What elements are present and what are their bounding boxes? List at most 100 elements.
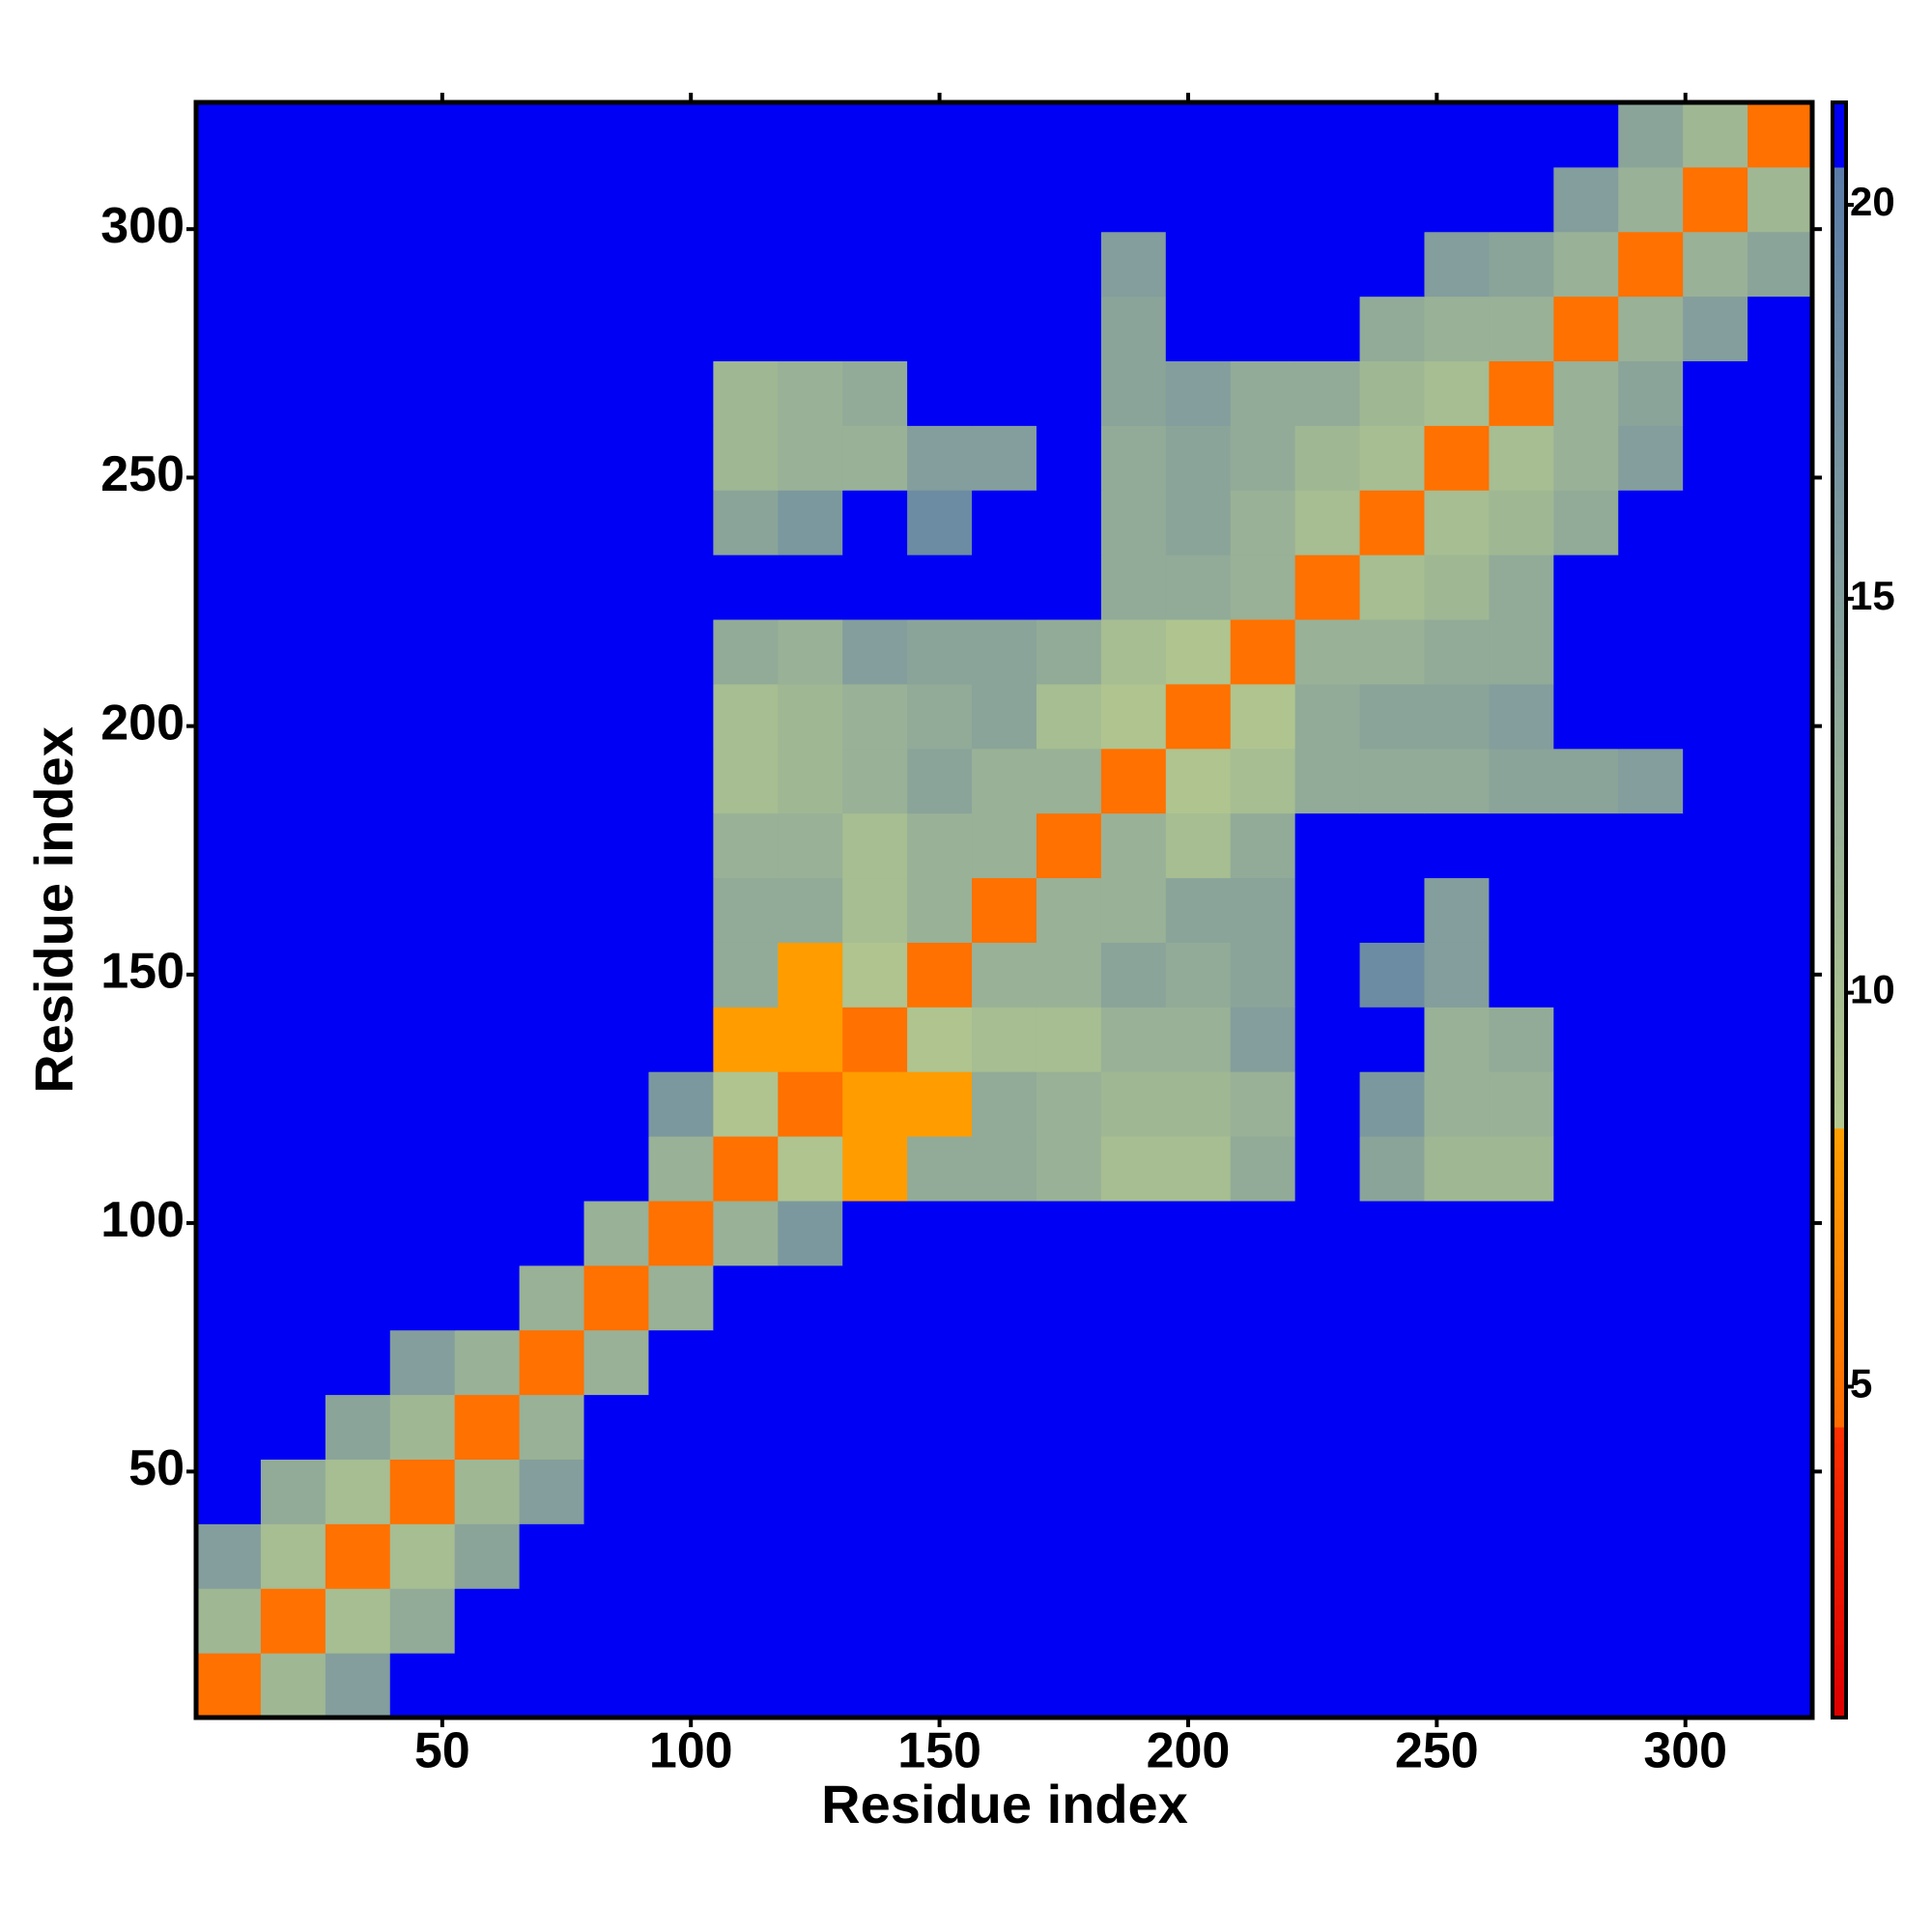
heatmap-cell xyxy=(454,490,521,555)
heatmap-cell xyxy=(325,748,391,814)
heatmap-cell xyxy=(842,166,908,233)
colorbar-stripe xyxy=(1833,1466,1846,1476)
heatmap-cell xyxy=(325,1394,391,1460)
heatmap-cell xyxy=(260,748,327,814)
y-tick-label: 200 xyxy=(100,695,185,751)
heatmap-cell xyxy=(972,1071,1037,1137)
heatmap-cell xyxy=(1359,1653,1425,1719)
heatmap-cell xyxy=(196,1264,262,1331)
colorbar-stripe xyxy=(1833,1636,1846,1646)
colorbar-stripe xyxy=(1833,692,1846,701)
heatmap-cell xyxy=(1553,425,1619,491)
heatmap-cell xyxy=(1683,683,1748,750)
heatmap-cell xyxy=(583,1523,649,1589)
heatmap-cell xyxy=(713,942,779,1008)
heatmap-cell xyxy=(1618,1136,1684,1202)
heatmap-cell xyxy=(972,1523,1037,1589)
heatmap-cell xyxy=(1359,425,1425,491)
heatmap-cell xyxy=(1359,619,1425,685)
colorbar-stripe xyxy=(1833,1023,1846,1032)
colorbar-stripe xyxy=(1833,255,1846,265)
heatmap-cell xyxy=(196,1588,262,1654)
heatmap-cell xyxy=(1165,1588,1232,1654)
heatmap-cell xyxy=(1747,812,1813,879)
colorbar-stripe xyxy=(1833,377,1846,386)
colorbar-stripe xyxy=(1833,853,1846,863)
heatmap-cell xyxy=(1553,1200,1619,1266)
colorbar-stripe xyxy=(1833,1103,1846,1113)
heatmap-cell xyxy=(196,1136,262,1202)
heatmap-cell xyxy=(1165,554,1232,620)
heatmap-cell xyxy=(1683,1653,1748,1719)
heatmap-cell xyxy=(1489,1329,1554,1396)
heatmap-cell xyxy=(1747,1007,1813,1072)
colorbar-stripe xyxy=(1833,756,1846,766)
heatmap-cell xyxy=(1294,1071,1361,1137)
heatmap-cell xyxy=(713,296,779,362)
heatmap-cell xyxy=(1683,231,1748,298)
heatmap-cell xyxy=(196,231,262,298)
heatmap-cell xyxy=(1036,1264,1102,1331)
colorbar-stripe xyxy=(1833,158,1846,168)
heatmap-cell xyxy=(1553,812,1619,879)
colorbar-stripe xyxy=(1833,1523,1846,1533)
heatmap-cell xyxy=(778,231,843,298)
heatmap-cell xyxy=(389,360,456,426)
heatmap-cell xyxy=(1683,360,1748,426)
heatmap-cell xyxy=(1618,1071,1684,1137)
colorbar-stripe xyxy=(1833,901,1846,911)
heatmap-cell xyxy=(454,1653,521,1719)
colorbar-stripe xyxy=(1833,1168,1846,1178)
heatmap-cell xyxy=(713,1200,779,1266)
heatmap-cell xyxy=(454,942,521,1008)
heatmap-cell xyxy=(1100,683,1167,750)
colorbar-stripe xyxy=(1833,1240,1846,1250)
heatmap-cell xyxy=(1294,1136,1361,1202)
colorbar-stripe xyxy=(1833,546,1846,555)
heatmap-cell xyxy=(1165,425,1232,491)
y-tick-label: 300 xyxy=(100,198,185,254)
heatmap-cell xyxy=(648,942,714,1008)
heatmap-cell xyxy=(1489,683,1554,750)
heatmap-cell xyxy=(907,683,973,750)
heatmap-cell xyxy=(1747,748,1813,814)
colorbar-stripe xyxy=(1833,409,1846,418)
heatmap-cell xyxy=(1036,1394,1102,1460)
heatmap-cell xyxy=(907,166,973,233)
heatmap-cell xyxy=(1165,231,1232,298)
colorbar-stripe xyxy=(1833,740,1846,750)
heatmap-cell xyxy=(454,1007,521,1072)
heatmap-cell xyxy=(972,296,1037,362)
heatmap-cell xyxy=(260,231,327,298)
heatmap-cell xyxy=(907,619,973,685)
heatmap-cell xyxy=(1036,1653,1102,1719)
heatmap-cell xyxy=(1683,1394,1748,1460)
heatmap-cell xyxy=(325,425,391,491)
colorbar-stripe xyxy=(1833,611,1846,620)
heatmap-cell xyxy=(1747,1071,1813,1137)
heatmap-cell xyxy=(1618,102,1684,168)
heatmap-cell xyxy=(1230,1588,1296,1654)
colorbar-stripe xyxy=(1833,1418,1846,1428)
heatmap-cell xyxy=(1359,166,1425,233)
heatmap-cell xyxy=(1553,166,1619,233)
heatmap-cell xyxy=(1359,102,1425,168)
heatmap-cell xyxy=(454,360,521,426)
colorbar-stripe xyxy=(1833,207,1846,216)
heatmap-cell xyxy=(1424,1007,1490,1072)
colorbar-stripe xyxy=(1833,942,1846,952)
heatmap-cell xyxy=(1294,554,1361,620)
heatmap-cell xyxy=(1424,1200,1490,1266)
heatmap-cell xyxy=(1553,360,1619,426)
colorbar-stripe xyxy=(1833,1386,1846,1396)
heatmap-cell xyxy=(778,1588,843,1654)
heatmap-cell xyxy=(842,1136,908,1202)
heatmap-cell xyxy=(325,1653,391,1719)
heatmap-cell xyxy=(1359,1200,1425,1266)
colorbar-stripe xyxy=(1833,368,1846,378)
heatmap-cell xyxy=(713,1329,779,1396)
colorbar-stripe xyxy=(1833,562,1846,572)
heatmap-cell xyxy=(1165,1394,1232,1460)
heatmap-cell xyxy=(713,490,779,555)
heatmap-cell xyxy=(1359,1459,1425,1524)
